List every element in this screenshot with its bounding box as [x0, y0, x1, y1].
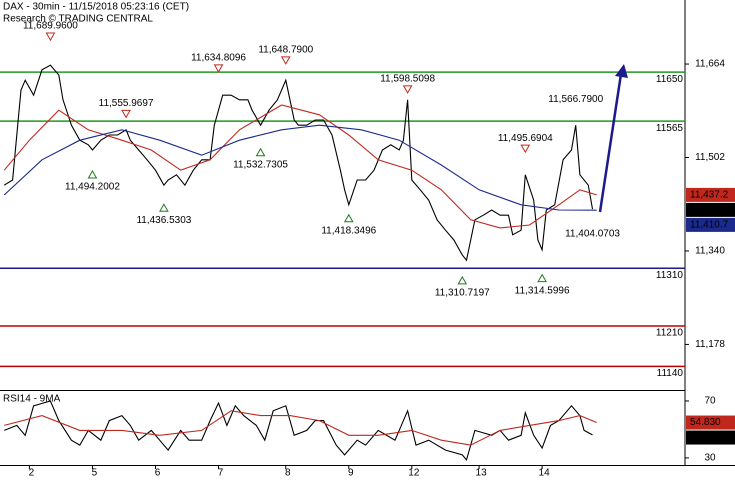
- end-tag-label: 46.1789: [690, 432, 727, 443]
- high-label: 11,495.6904: [498, 133, 553, 144]
- end-tag: [686, 217, 735, 232]
- high-marker: [213, 64, 224, 73]
- low-label: 11,310.7197: [435, 287, 490, 298]
- high-label: 11,555.9697: [99, 98, 154, 109]
- high-marker: [520, 144, 531, 154]
- high-label: 11,648.7900: [258, 44, 313, 55]
- x-tick-label: 14: [539, 468, 551, 479]
- series-line: [3, 400, 593, 462]
- level-label: 11650: [656, 74, 684, 85]
- low-marker: [159, 203, 169, 212]
- low-label: 11,418.3496: [321, 225, 376, 236]
- level-label: 11310: [656, 270, 684, 281]
- level-label: 11210: [656, 328, 684, 339]
- y-tick-label: 11,664: [695, 59, 725, 70]
- low-marker: [87, 169, 98, 179]
- low-label: 11,436.5303: [136, 215, 191, 226]
- x-tick-label: 13: [476, 468, 488, 479]
- series-line: [4, 410, 597, 446]
- high-marker: [402, 85, 413, 94]
- level-label: 11565: [656, 123, 684, 134]
- series-line: [3, 64, 594, 262]
- end-tag-label: 11,412.5: [690, 205, 729, 216]
- chart-title: RSI14 - 9MA: [3, 394, 61, 405]
- high-marker: [121, 109, 131, 119]
- low-label: 11,532.7305: [233, 159, 288, 170]
- low-marker: [255, 147, 266, 157]
- x-tick-label: 12: [408, 468, 420, 479]
- x-tick-label: 2: [29, 468, 35, 479]
- low-label: 11,314.5996: [515, 285, 570, 296]
- chart-title: DAX - 30min - 11/15/2018 05:23:16 (CET): [3, 2, 189, 13]
- high-label: 11,598.5098: [380, 73, 435, 84]
- end-tag-label: 11,410.7: [690, 220, 729, 231]
- end-tag-label: 11,437.2: [690, 190, 729, 201]
- x-tick-label: 7: [218, 468, 224, 479]
- end-tag: [686, 202, 735, 217]
- low-marker: [457, 275, 468, 285]
- high-label: 11,689.9600: [23, 21, 78, 32]
- end-tag: [686, 187, 735, 202]
- x-tick-label: 5: [92, 468, 98, 479]
- x-tick-label: 8: [285, 468, 291, 479]
- forecast-arrow: [598, 73, 623, 213]
- x-tick-label: 6: [155, 468, 161, 479]
- level-label: 11140: [657, 368, 684, 379]
- y-tick-label: 70: [704, 396, 716, 407]
- series-line: [3, 124, 597, 211]
- price-label: 11,566.7900: [548, 94, 603, 105]
- end-tag: [686, 430, 735, 445]
- y-tick-label: 11,178: [695, 339, 725, 350]
- y-tick-label: 11,502: [695, 152, 725, 163]
- price-label: 11,404.0703: [565, 229, 620, 240]
- x-tick-label: 9: [348, 468, 354, 479]
- end-tag-label: 54.830: [690, 417, 721, 428]
- forecast-arrowhead: [615, 64, 628, 78]
- end-tag: [686, 415, 735, 430]
- high-marker: [45, 32, 56, 42]
- chart-subtitle: Research © TRADING CENTRAL: [3, 14, 153, 25]
- low-marker: [537, 273, 547, 283]
- y-tick-label: 30: [704, 453, 716, 464]
- series-line: [3, 104, 597, 229]
- low-label: 11,494.2002: [65, 182, 120, 193]
- high-label: 11,634.8096: [191, 53, 246, 64]
- low-marker: [343, 213, 354, 223]
- y-tick-label: 11,340: [695, 246, 725, 257]
- high-marker: [280, 56, 291, 65]
